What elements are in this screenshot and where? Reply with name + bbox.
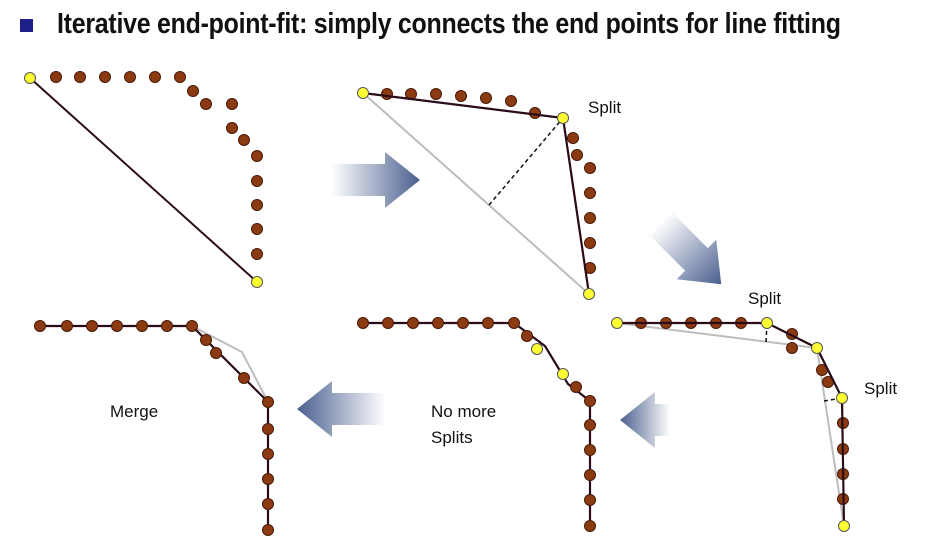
data-point [407, 317, 419, 329]
data-point [50, 71, 62, 83]
data-point [584, 395, 596, 407]
split-endpoint [557, 112, 569, 124]
data-point [480, 92, 492, 104]
split-endpoint [761, 317, 773, 329]
data-point [238, 134, 250, 146]
no-more-splits-label: No more [431, 402, 496, 421]
merge-label: Merge [110, 402, 158, 421]
data-point [226, 122, 238, 134]
split-label: Split [588, 98, 621, 117]
data-point [238, 372, 250, 384]
split-endpoint [583, 288, 595, 300]
no-more-splits-label: Splits [431, 428, 473, 447]
data-point [161, 320, 173, 332]
data-point [262, 473, 274, 485]
data-point [251, 199, 263, 211]
split-endpoint [811, 342, 823, 354]
data-point [457, 317, 469, 329]
data-point [262, 524, 274, 536]
data-point [508, 317, 520, 329]
data-point [124, 71, 136, 83]
split-label: Split [748, 289, 781, 308]
data-point [186, 320, 198, 332]
data-point [262, 396, 274, 408]
split-endpoint [557, 368, 569, 380]
data-point [262, 423, 274, 435]
data-point [584, 520, 596, 532]
split-endpoint [611, 317, 623, 329]
data-point [584, 162, 596, 174]
split-endpoint [531, 343, 543, 355]
slide-title: Iterative end-point-fit: simply connects… [57, 7, 841, 40]
data-point [200, 98, 212, 110]
fit-line-segment [362, 92, 590, 295]
data-point [381, 88, 393, 100]
panel-no-more-splits: No more Splits [357, 317, 596, 532]
data-point [251, 223, 263, 235]
data-point [34, 320, 46, 332]
panel-merge: Merge [34, 320, 274, 536]
slide-header: Iterative end-point-fit: simply connects… [20, 6, 927, 42]
data-point [86, 320, 98, 332]
data-point [251, 175, 263, 187]
data-point [149, 71, 161, 83]
split-endpoint [838, 520, 850, 532]
step-arrow-left-icon [297, 381, 385, 437]
panel-further-splits: Split Split [611, 289, 897, 532]
data-point [584, 494, 596, 506]
data-point [111, 320, 123, 332]
step-arrow-right-icon [332, 152, 420, 208]
panel-initial-fit [24, 71, 263, 288]
data-point [584, 419, 596, 431]
data-point [226, 98, 238, 110]
data-point [262, 498, 274, 510]
data-point [786, 342, 798, 354]
fit-line-segment [363, 321, 592, 526]
data-point [136, 320, 148, 332]
data-point [584, 212, 596, 224]
data-point [262, 448, 274, 460]
split-label: Split [864, 379, 897, 398]
data-point [432, 317, 444, 329]
split-endpoint [251, 276, 263, 288]
data-point [570, 381, 582, 393]
data-point [430, 88, 442, 100]
data-point [505, 95, 517, 107]
data-point [61, 320, 73, 332]
data-point [455, 90, 467, 102]
data-point [382, 317, 394, 329]
data-point [567, 132, 579, 144]
data-point [584, 444, 596, 456]
split-endpoint [24, 72, 36, 84]
data-point [174, 71, 186, 83]
fit-line-segment [488, 117, 564, 206]
data-point [357, 317, 369, 329]
fit-line-segment [40, 324, 270, 530]
step-arrow-diagonal-icon [648, 211, 722, 285]
data-point [584, 237, 596, 249]
step-arrow-left-icon [620, 392, 670, 448]
data-point [251, 248, 263, 260]
data-point [210, 347, 222, 359]
data-point [482, 317, 494, 329]
panel-first-split: Split [357, 87, 621, 300]
fit-line-segment [29, 77, 258, 283]
data-point [584, 187, 596, 199]
split-endpoint [836, 392, 848, 404]
data-point [571, 149, 583, 161]
data-point [99, 71, 111, 83]
data-point [187, 85, 199, 97]
data-point [584, 469, 596, 481]
data-point [74, 71, 86, 83]
data-point [251, 150, 263, 162]
data-point [521, 330, 533, 342]
split-endpoint [357, 87, 369, 99]
square-bullet-icon [20, 18, 33, 32]
data-point [200, 334, 212, 346]
